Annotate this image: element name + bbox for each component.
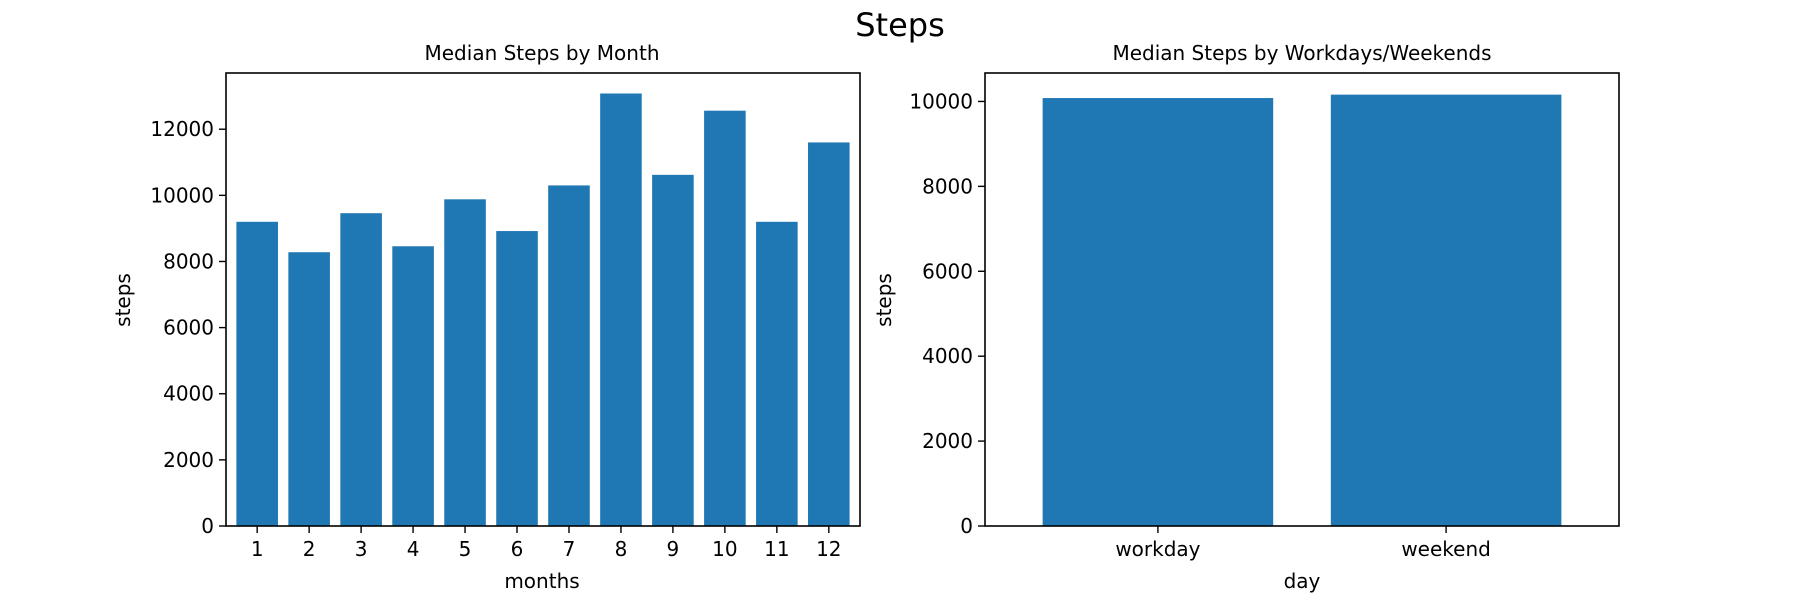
x-tick-label: 12	[816, 537, 841, 561]
bar-3	[340, 213, 382, 526]
y-tick-label: 10000	[909, 89, 973, 113]
bars	[236, 93, 850, 527]
bar-12	[808, 142, 850, 526]
bar-11	[756, 221, 798, 527]
x-tick-label: 1	[251, 537, 264, 561]
bars	[1042, 94, 1562, 527]
bar-7	[548, 185, 590, 527]
chart-title: Median Steps by Month	[425, 41, 660, 65]
x-tick-label: weekend	[1401, 537, 1491, 561]
y-tick-label: 6000	[922, 259, 973, 283]
y-tick-label: 0	[201, 514, 214, 538]
bar-workday	[1042, 98, 1274, 527]
y-tick-label: 2000	[163, 448, 214, 472]
axes-frame	[984, 72, 1620, 527]
bar-4	[392, 246, 434, 526]
x-tick-label: 5	[459, 537, 472, 561]
y-tick-label: 4000	[922, 344, 973, 368]
figure-title: Steps	[855, 6, 945, 44]
chart-median-steps-by-workdays-weekends: Median Steps by Workdays/Weekends day st…	[872, 41, 1620, 593]
y-tick-label: 10000	[150, 183, 214, 207]
y-tick-label: 4000	[163, 382, 214, 406]
y-tick-label: 12000	[150, 117, 214, 141]
bar-2	[288, 252, 330, 526]
y-tick-label: 8000	[163, 249, 214, 273]
bar-1	[236, 221, 278, 527]
x-tick-label: workday	[1115, 537, 1200, 561]
y-tick-label: 2000	[922, 429, 973, 453]
x-tick-label: 3	[355, 537, 368, 561]
bar-8	[600, 93, 642, 526]
x-axis-label: months	[504, 569, 579, 593]
x-tick-label: 2	[303, 537, 316, 561]
y-axis-label: steps	[111, 273, 135, 327]
bar-10	[704, 110, 746, 526]
y-tick-label: 6000	[163, 316, 214, 340]
bar-weekend	[1330, 94, 1562, 527]
x-tick-label: 4	[407, 537, 420, 561]
x-tick-label: 7	[563, 537, 576, 561]
x-tick-label: 8	[615, 537, 628, 561]
x-tick-label: 10	[712, 537, 737, 561]
x-tick-label: 9	[667, 537, 680, 561]
bar-9	[652, 174, 694, 526]
x-axis-label: day	[1284, 569, 1321, 593]
bar-6	[496, 231, 538, 527]
x-tick-label: 6	[511, 537, 524, 561]
axes-frame	[225, 72, 861, 527]
y-tick-label: 8000	[922, 174, 973, 198]
bar-5	[444, 199, 486, 526]
y-axis-label: steps	[872, 273, 896, 327]
x-tick-label: 11	[764, 537, 789, 561]
chart-title: Median Steps by Workdays/Weekends	[1112, 41, 1491, 65]
y-tick-label: 0	[960, 514, 973, 538]
